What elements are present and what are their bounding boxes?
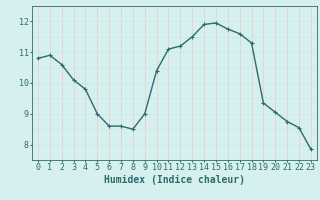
X-axis label: Humidex (Indice chaleur): Humidex (Indice chaleur) — [104, 175, 245, 185]
